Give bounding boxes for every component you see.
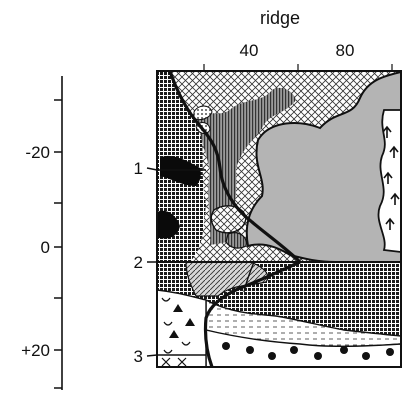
top-axis-tick-label: 40 — [240, 41, 259, 60]
top-axis-tick-marks — [203, 64, 393, 71]
x-markers — [161, 357, 187, 367]
vertical-ruled-inclusion — [225, 232, 247, 249]
left-axis-tick-marks — [54, 99, 62, 389]
dark-mass-upper — [160, 155, 201, 186]
arc-markers — [161, 297, 191, 354]
geologic-map — [157, 71, 401, 367]
contact-line — [203, 260, 301, 367]
dotted-band — [205, 329, 401, 367]
contact-line — [168, 71, 302, 264]
crosshatch-inclusion — [210, 205, 247, 234]
upward-arrows — [382, 125, 400, 230]
boundary-leaders — [146, 167, 158, 357]
boundary-label-1: 1 — [134, 159, 143, 178]
dark-mass-lower — [157, 210, 180, 239]
contact-line-dotted — [243, 261, 255, 293]
top-axis-title: ridge — [260, 8, 300, 28]
map-frame — [156, 70, 402, 368]
left-axis-tick-label: -20 — [25, 143, 50, 162]
boundary-label-3: 3 — [134, 347, 143, 366]
triangle-markers — [169, 304, 195, 338]
left-axis-tick-label: 0 — [41, 238, 50, 257]
left-axis-tick-label: +20 — [21, 341, 50, 360]
stipple-blob — [193, 105, 213, 121]
top-axis: ridge 40 80 — [203, 8, 393, 71]
boundary-label-2: 2 — [134, 253, 143, 272]
lower-left-unit — [157, 289, 207, 367]
dot-markers — [222, 342, 394, 360]
left-axis: -20 0 +20 — [21, 76, 63, 390]
vertical-ruled-unit — [196, 87, 296, 245]
top-axis-tick-label: 80 — [336, 41, 355, 60]
boundary-labels: 1 2 3 — [134, 159, 143, 366]
